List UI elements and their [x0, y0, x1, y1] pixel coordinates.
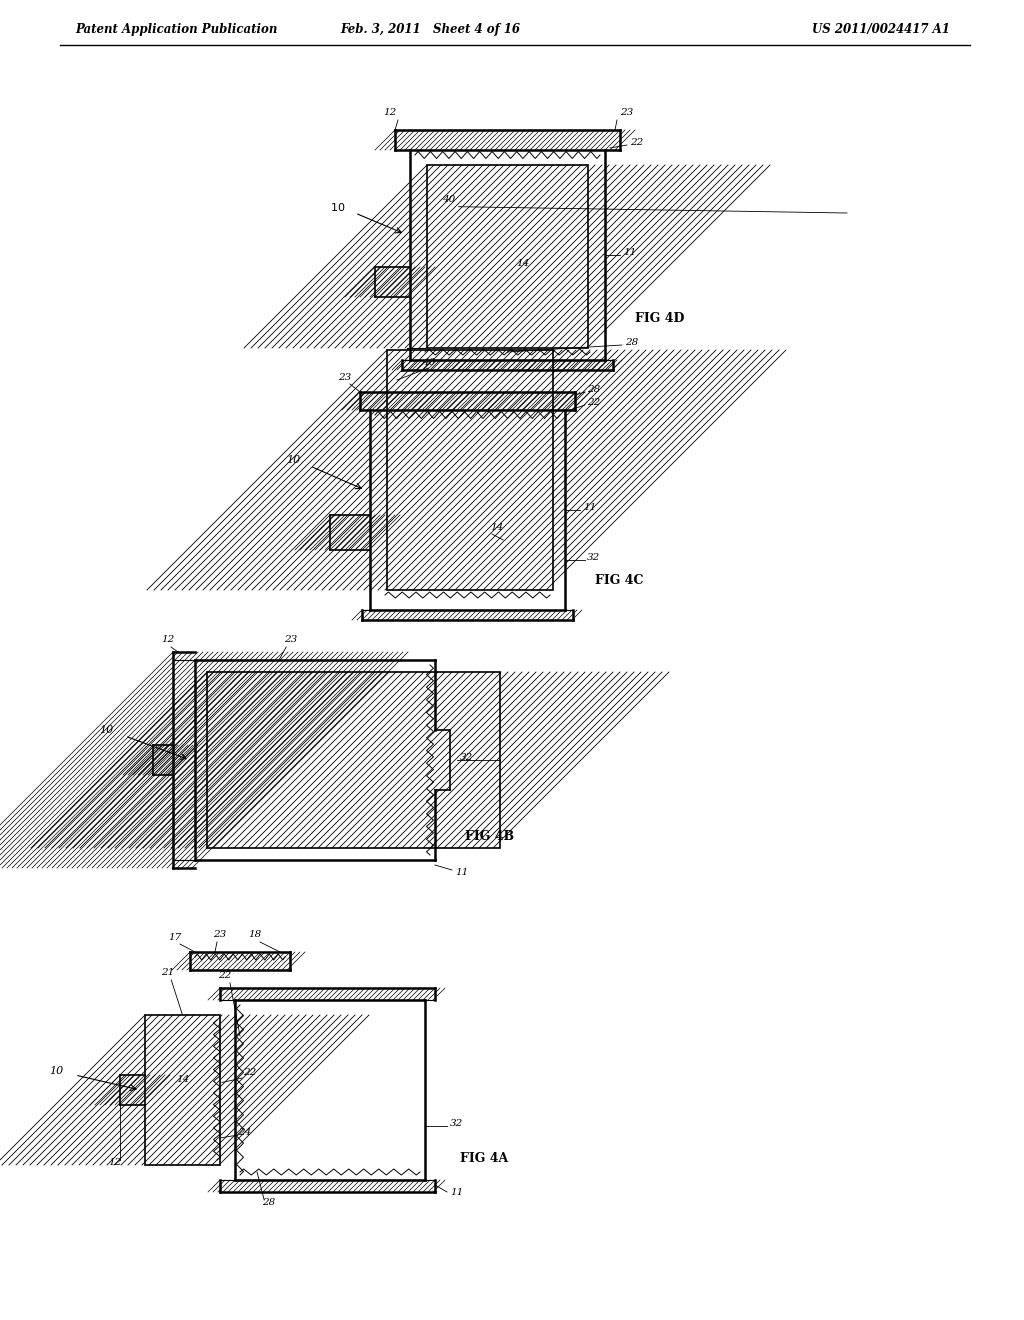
Text: 11: 11	[623, 248, 636, 257]
Text: 24: 24	[239, 1129, 252, 1137]
Text: 23: 23	[285, 635, 298, 644]
Bar	[190, 952, 290, 970]
Text: FIG 4C: FIG 4C	[595, 573, 643, 586]
Bar	[330, 515, 370, 550]
Bar	[173, 652, 195, 869]
Bar	[375, 267, 410, 297]
Text: Patent Application Publication: Patent Application Publication	[75, 24, 278, 37]
Bar	[145, 1015, 220, 1166]
Text: 12: 12	[162, 635, 175, 644]
Text: FIG 4B: FIG 4B	[465, 829, 514, 842]
Text: 21: 21	[161, 968, 174, 977]
Text: Feb. 3, 2011   Sheet 4 of 16: Feb. 3, 2011 Sheet 4 of 16	[340, 24, 520, 37]
Bar	[153, 744, 173, 775]
Text: 11: 11	[455, 869, 468, 876]
Text: 22: 22	[587, 399, 600, 407]
Text: 23: 23	[338, 374, 351, 381]
Bar	[402, 360, 613, 370]
Bar	[427, 165, 588, 348]
Text: 28: 28	[625, 338, 638, 347]
Text: 22: 22	[244, 1068, 257, 1077]
Text: 17: 17	[168, 933, 181, 942]
Text: 10: 10	[49, 1065, 63, 1076]
Text: 10: 10	[286, 455, 300, 465]
Bar	[220, 1180, 435, 1192]
Text: 11: 11	[450, 1188, 463, 1197]
Text: $\mathsf{10}$: $\mathsf{10}$	[330, 201, 345, 213]
Text: FIG 4D: FIG 4D	[635, 312, 684, 325]
Text: 18: 18	[249, 931, 261, 939]
Text: 40: 40	[442, 195, 455, 205]
Text: 14: 14	[176, 1076, 189, 1085]
Bar	[207, 672, 500, 847]
Text: 22: 22	[630, 139, 643, 147]
Text: 11: 11	[583, 503, 596, 512]
Text: 23: 23	[620, 108, 633, 117]
Text: FIG 4A: FIG 4A	[460, 1152, 508, 1166]
Text: 12: 12	[383, 108, 396, 117]
Text: 32: 32	[460, 752, 473, 762]
Text: 32: 32	[587, 553, 600, 562]
Bar	[395, 129, 620, 150]
Text: 23: 23	[213, 931, 226, 939]
Text: 12: 12	[109, 1158, 122, 1167]
Bar	[120, 1074, 145, 1105]
Text: 40: 40	[422, 358, 435, 367]
Text: 32: 32	[450, 1119, 463, 1129]
Bar	[360, 392, 575, 411]
Bar	[220, 987, 435, 1001]
Bar	[362, 610, 573, 620]
Text: 28: 28	[262, 1199, 275, 1206]
Text: 10: 10	[98, 725, 113, 735]
Bar	[387, 350, 553, 590]
Text: US 2011/0024417 A1: US 2011/0024417 A1	[812, 24, 950, 37]
Text: 22: 22	[218, 972, 231, 979]
Text: 28: 28	[587, 385, 600, 393]
Text: 14: 14	[490, 523, 504, 532]
Text: 14: 14	[516, 259, 529, 268]
